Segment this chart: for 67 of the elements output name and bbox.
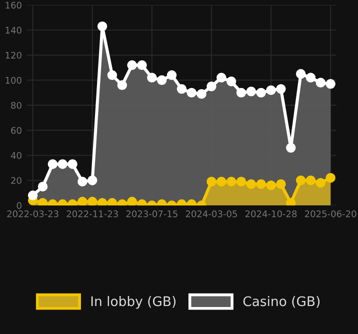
point xyxy=(276,179,286,189)
point xyxy=(117,80,127,90)
point xyxy=(28,190,38,200)
point xyxy=(87,176,98,186)
y-tick-label: 160 xyxy=(6,2,22,9)
y-tick-label: 120 xyxy=(6,52,22,59)
x-tick-label: 2025-06-20 xyxy=(304,210,356,218)
y-tick-label: 140 xyxy=(6,26,22,34)
point xyxy=(236,88,246,98)
point xyxy=(196,89,206,99)
point xyxy=(97,21,108,32)
point xyxy=(68,159,78,169)
point xyxy=(137,60,147,70)
point xyxy=(236,176,246,186)
point xyxy=(266,85,276,96)
y-tick-label: 80 xyxy=(11,102,22,109)
point xyxy=(296,176,306,186)
y-tick-label: 40 xyxy=(10,152,22,159)
point xyxy=(226,76,236,86)
point xyxy=(286,142,296,153)
point xyxy=(127,60,137,70)
y-tick-label: 20 xyxy=(11,177,22,184)
point xyxy=(226,176,236,186)
point xyxy=(316,78,326,88)
point xyxy=(296,69,306,79)
point xyxy=(266,180,276,190)
y-tick-label: 60 xyxy=(11,126,22,134)
point xyxy=(176,84,187,94)
point xyxy=(216,72,226,83)
point xyxy=(206,176,216,186)
point xyxy=(216,176,226,186)
point xyxy=(156,75,167,86)
point xyxy=(87,196,98,206)
x-tick-label: 2024-10-28 xyxy=(245,210,297,218)
x-tick-label: 2023-07-15 xyxy=(126,210,178,218)
point xyxy=(206,82,216,92)
x-tick-label: 2024-03-05 xyxy=(186,210,237,218)
x-tick-label: 2022-03-23 xyxy=(7,210,58,218)
point xyxy=(58,159,68,169)
point xyxy=(306,72,316,83)
point xyxy=(246,86,256,96)
point xyxy=(107,198,118,206)
point xyxy=(246,179,256,189)
point xyxy=(256,179,266,189)
point xyxy=(78,196,88,206)
point xyxy=(107,70,118,80)
point xyxy=(316,178,326,188)
y-tick-label: 0 xyxy=(16,202,22,209)
point xyxy=(38,198,48,206)
point xyxy=(97,198,108,206)
point xyxy=(326,79,336,89)
point xyxy=(186,88,196,98)
y-tick-label: 100 xyxy=(6,76,22,84)
legend-label: In lobby (GB) xyxy=(91,296,176,309)
point xyxy=(326,172,336,183)
point xyxy=(147,72,157,83)
point xyxy=(78,176,88,186)
x-tick-label: 2022-11-23 xyxy=(66,210,118,218)
point xyxy=(48,159,58,169)
point xyxy=(166,70,177,80)
legend-label: Casino (GB) xyxy=(243,296,320,308)
point xyxy=(276,84,286,94)
point xyxy=(256,88,266,98)
point xyxy=(38,182,48,192)
point xyxy=(286,198,296,206)
point xyxy=(127,196,137,206)
point xyxy=(306,176,316,186)
